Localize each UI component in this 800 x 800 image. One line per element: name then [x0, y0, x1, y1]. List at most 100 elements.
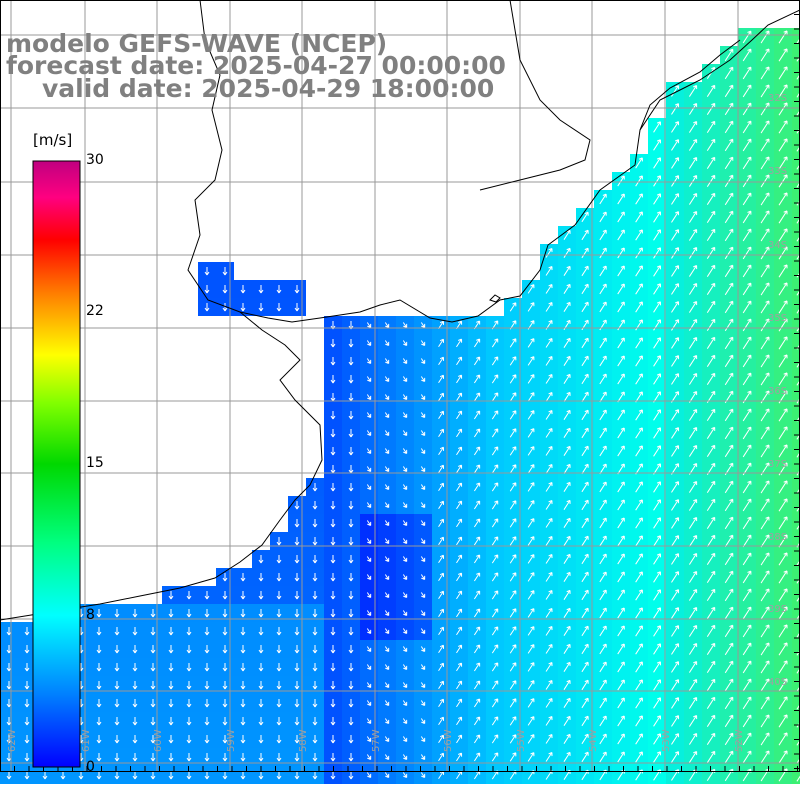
wind-vector-arrow [276, 771, 282, 780]
wind-vector-arrow [617, 445, 625, 457]
wind-vector-arrow [778, 660, 788, 674]
wind-vector-arrow [599, 301, 607, 313]
wind-vector-arrow [527, 734, 535, 744]
wind-vector-arrow [671, 409, 680, 421]
wind-vector-arrow [688, 732, 698, 745]
wind-vector-arrow [438, 626, 444, 636]
wind-vector-arrow [150, 771, 156, 780]
wind-vector-arrow [778, 750, 788, 764]
wind-vector-arrow [653, 175, 661, 187]
wind-vector-arrow [402, 718, 408, 724]
wind-vector-arrow [742, 732, 752, 746]
wind-vector-arrow [438, 662, 444, 672]
wind-vector-arrow [617, 571, 625, 583]
wind-vector-arrow [384, 430, 390, 436]
wind-vector-arrow [796, 613, 800, 620]
wind-vector-arrow [420, 646, 426, 652]
wind-vector-arrow [653, 373, 661, 385]
wind-vector-arrow [796, 451, 800, 458]
wind-vector-arrow [760, 660, 770, 674]
wind-vector-arrow [24, 753, 30, 762]
wind-vector-arrow [671, 733, 680, 745]
wind-vector-arrow [438, 536, 444, 546]
wind-vector-arrow [114, 627, 120, 636]
wind-vector-arrow [688, 354, 698, 367]
wind-vector-arrow [258, 627, 264, 636]
wind-vector-arrow [438, 374, 444, 384]
wind-vector-arrow [240, 627, 246, 636]
wind-vector-arrow [545, 446, 553, 456]
wind-vector-arrow [796, 163, 800, 170]
wind-vector-arrow [617, 409, 625, 421]
wind-vector-arrow [402, 700, 408, 706]
wind-vector-arrow [653, 481, 661, 493]
wind-vector-arrow [527, 500, 535, 510]
wind-vector-arrow [671, 301, 680, 313]
wind-vector-arrow [742, 534, 752, 548]
wind-vector-arrow [276, 555, 282, 564]
wind-speed-cell [792, 172, 800, 190]
wind-vector-arrow [204, 663, 210, 672]
wind-speed-cell [792, 316, 800, 334]
wind-vector-arrow [96, 771, 102, 780]
wind-vector-arrow [599, 337, 607, 349]
wind-vector-arrow [688, 120, 698, 133]
wind-vector-arrow [742, 66, 752, 80]
wind-vector-arrow [778, 246, 788, 260]
wind-vector-arrow [168, 771, 174, 780]
wind-vector-arrow [438, 446, 444, 456]
wind-vector-arrow [581, 733, 589, 745]
wind-vector-arrow [276, 717, 282, 726]
wind-vector-arrow [778, 48, 788, 62]
wind-vector-arrow [366, 502, 372, 508]
wind-vector-arrow [724, 552, 734, 566]
wind-vector-arrow [509, 608, 517, 618]
wind-vector-arrow [132, 663, 138, 672]
wind-vector-arrow [402, 754, 408, 760]
wind-vector-arrow [312, 681, 318, 690]
wind-vector-arrow [276, 285, 282, 294]
wind-vector-arrow [420, 448, 426, 454]
wind-vector-arrow [330, 537, 336, 546]
wind-vector-arrow [742, 300, 752, 314]
wind-vector-arrow [778, 66, 788, 80]
wind-vector-arrow [258, 717, 264, 726]
wind-vector-arrow [527, 518, 535, 528]
wind-vector-arrow [796, 37, 800, 44]
wind-vector-arrow [402, 394, 408, 400]
wind-vector-arrow [760, 354, 770, 368]
wind-vector-arrow [312, 663, 318, 672]
title-model: modelo GEFS-WAVE (NCEP) [6, 29, 388, 58]
wind-vector-arrow [760, 66, 770, 80]
wind-vector-arrow [456, 716, 463, 726]
wind-vector-arrow [240, 753, 246, 762]
wind-vector-arrow [724, 228, 734, 242]
wind-vector-arrow [509, 734, 517, 744]
wind-vector-arrow [617, 211, 625, 223]
wind-vector-arrow [456, 698, 463, 708]
wind-vector-arrow [635, 517, 643, 529]
wind-vector-arrow [760, 318, 770, 332]
wind-vector-arrow [581, 643, 589, 655]
wind-vector-arrow [760, 750, 770, 764]
wind-vector-arrow [366, 394, 372, 400]
wind-vector-arrow [366, 592, 372, 598]
wind-vector-arrow [742, 696, 752, 710]
wind-vector-arrow [545, 536, 553, 546]
wind-vector-arrow [617, 301, 625, 313]
wind-vector-arrow [653, 139, 661, 151]
wind-vector-arrow [330, 771, 336, 780]
coastline-river [479, 0, 591, 191]
wind-vector-arrow [796, 217, 800, 224]
wind-vector-arrow [150, 735, 156, 744]
wind-vector-arrow [706, 570, 716, 583]
wind-vector-arrow [742, 588, 752, 602]
wind-vector-arrow [617, 715, 625, 727]
wind-vector-arrow [545, 662, 553, 672]
wind-vector-arrow [420, 538, 426, 544]
wind-vector-arrow [366, 610, 372, 616]
wind-vector-arrow [724, 282, 734, 296]
wind-vector-arrow [706, 354, 716, 367]
wind-vector-arrow [599, 715, 607, 727]
wind-vector-arrow [96, 627, 102, 636]
